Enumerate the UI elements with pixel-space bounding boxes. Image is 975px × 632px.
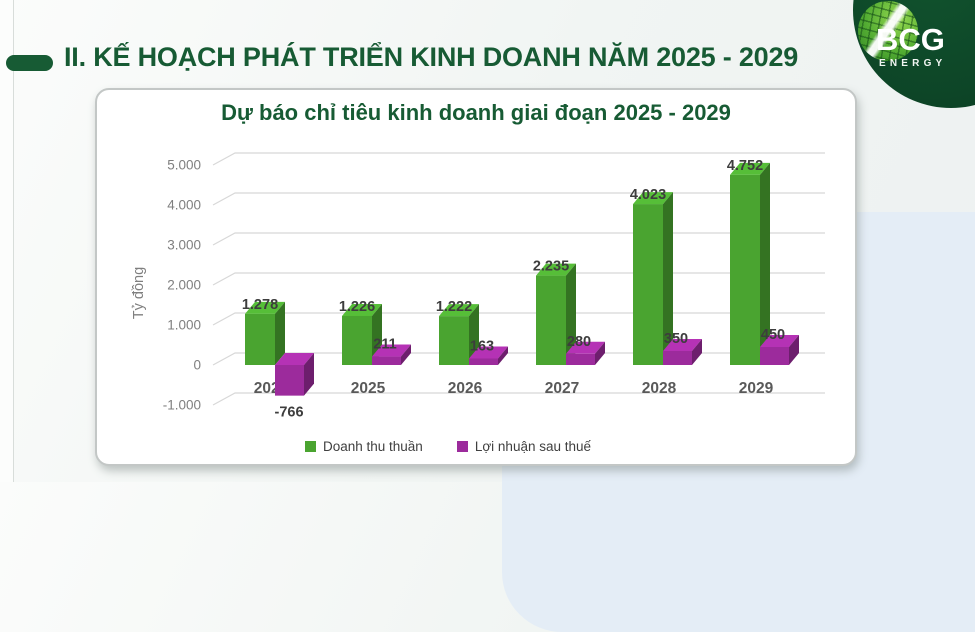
gridline <box>212 152 825 166</box>
data-label: 4.023 <box>630 187 666 203</box>
gridline <box>212 392 825 406</box>
data-label: 4.752 <box>727 158 763 174</box>
data-label: 211 <box>373 337 396 353</box>
legend-label-profit: Lợi nhuận sau thuế <box>474 439 592 454</box>
x-category-label: 2028 <box>642 380 677 397</box>
data-label: 350 <box>664 331 688 347</box>
bar-profit-2029 <box>760 335 799 365</box>
legend-swatch-green <box>304 441 316 452</box>
bar-profit-2027 <box>566 341 605 365</box>
gridline <box>212 352 825 366</box>
y-tick-label: 1.000 <box>167 318 201 333</box>
logo-subtitle-text: ENERGY <box>879 58 947 69</box>
x-category-label: 2025 <box>351 380 386 397</box>
bar-revenue-2024 <box>245 301 285 365</box>
bar-revenue-2027 <box>536 263 576 365</box>
gridline <box>212 192 825 206</box>
data-label: 280 <box>567 334 591 350</box>
data-label: 2.235 <box>533 259 569 275</box>
bar-profit-2028 <box>663 339 702 365</box>
chart-legend: Doanh thu thuần Lợi nhuận sau thuế <box>69 439 827 454</box>
y-tick-label: -1.000 <box>163 398 201 413</box>
solar-sphere-icon <box>858 1 918 61</box>
legend-label-revenue: Doanh thu thuần <box>322 439 423 454</box>
x-category-label: 2027 <box>545 380 579 397</box>
data-label: 450 <box>761 327 785 343</box>
x-category-label: 2029 <box>739 380 774 397</box>
gridline <box>212 312 825 326</box>
y-tick-label: 2.000 <box>167 278 201 293</box>
y-axis-title: Tỷ đồng <box>131 267 147 319</box>
x-category-label: 2026 <box>448 380 483 397</box>
data-label: 1.278 <box>242 297 278 313</box>
bar-profit-2024 <box>275 353 314 396</box>
section-title: II. KẾ HOẠCH PHÁT TRIỂN KINH DOANH NĂM 2… <box>64 42 799 72</box>
bar-profit-2026 <box>469 346 508 365</box>
data-label: 1.222 <box>436 299 472 315</box>
data-label: -766 <box>274 405 303 421</box>
bar-revenue-2028 <box>633 192 673 365</box>
y-tick-label: 3.000 <box>167 238 201 253</box>
logo-brand-text: BCG <box>876 22 945 57</box>
y-tick-label: 0 <box>193 358 201 373</box>
y-tick-label: 4.000 <box>167 198 201 213</box>
legend-item-revenue: Doanh thu thuần <box>304 439 423 454</box>
bar-revenue-2029 <box>730 162 770 365</box>
gridline <box>212 272 825 286</box>
left-edge-strip <box>0 0 14 482</box>
chart-card: 5.000 4.000 3.000 2.000 1.000 0 -1.000 Tỷ đồng 2… <box>95 88 857 466</box>
chart-title: Dự báo chỉ tiêu kinh doanh giai đoạn 202… <box>221 100 731 125</box>
data-label: 1.226 <box>339 299 375 315</box>
data-label: 163 <box>470 338 494 354</box>
gridline <box>212 232 825 246</box>
bar-profit-2025 <box>372 344 411 365</box>
header-bullet <box>6 55 53 71</box>
legend-swatch-purple <box>456 441 468 452</box>
y-tick-label: 5.000 <box>167 158 201 173</box>
legend-item-profit: Lợi nhuận sau thuế <box>456 439 592 454</box>
bar-chart: 5.000 4.000 3.000 2.000 1.000 0 -1.000 Tỷ đồng 2… <box>131 152 825 421</box>
